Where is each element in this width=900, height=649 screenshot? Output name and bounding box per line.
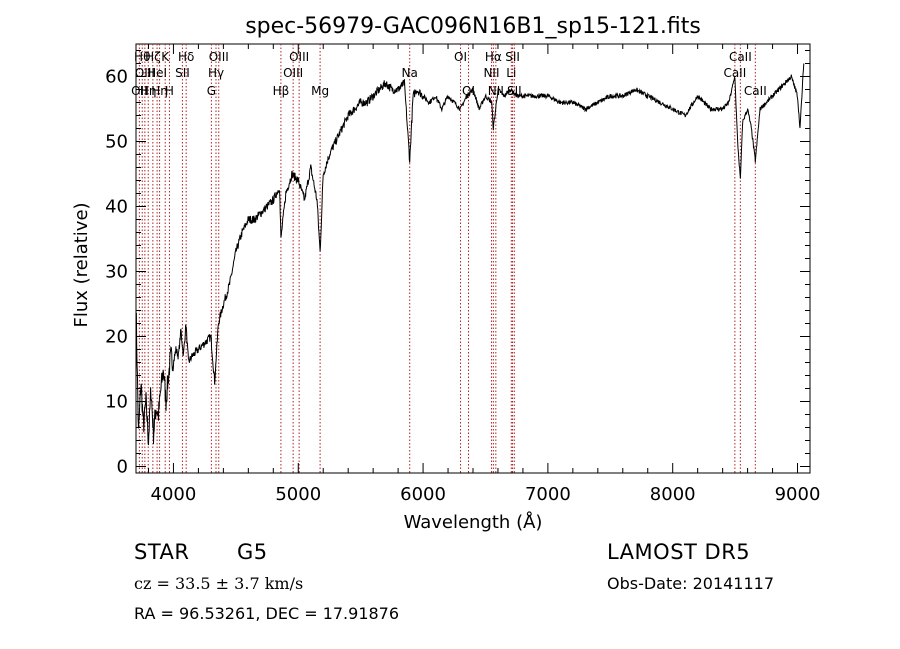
- spectral-line-label: Hγ: [208, 66, 224, 80]
- y-tick-label: 20: [105, 327, 128, 348]
- spectral-line-label: SII: [505, 50, 520, 64]
- spectral-line-label: Hβ: [273, 84, 290, 98]
- spectral-line-label: Na: [402, 66, 418, 80]
- spectral-line-label: K: [161, 50, 170, 64]
- x-tick-label: 4000: [151, 484, 197, 505]
- y-axis-ticks: 0 10 20 30 40 50 60: [105, 50, 810, 478]
- x-tick-label: 9000: [775, 484, 821, 505]
- spectral-line-label: Mg: [311, 84, 329, 98]
- spectrum-chart: spec-56979-GAC096N16B1_sp15-121.fits OII…: [71, 14, 821, 533]
- y-tick-label: 30: [105, 262, 128, 283]
- spectral-line-label: OII: [131, 84, 148, 98]
- object-subclass: G5: [237, 540, 268, 564]
- spectral-line-label: CaII: [729, 50, 752, 64]
- spectral-line-label: OI: [454, 50, 467, 64]
- y-tick-label: 40: [105, 197, 128, 218]
- x-tick-label: 5000: [275, 484, 321, 505]
- spectral-line-label: G: [207, 84, 216, 98]
- spectral-line-label: CaII: [723, 66, 746, 80]
- spectral-line-label: NII: [483, 66, 499, 80]
- y-tick-label: 60: [105, 67, 128, 88]
- redshift-cz: cz = 33.5 ± 3.7 km/s: [134, 574, 304, 593]
- x-axis-label: Wavelength (Å): [404, 511, 543, 533]
- observation-date: Obs-Date: 20141117: [607, 574, 775, 593]
- spectral-line-label: H: [165, 84, 174, 98]
- spectral-line-label: Li: [506, 66, 516, 80]
- coordinates: RA = 96.53261, DEC = 17.91876: [134, 604, 400, 623]
- x-tick-label: 7000: [525, 484, 571, 505]
- spectral-line-label: Hδ: [178, 50, 194, 64]
- spectral-line-label: Hη: [151, 84, 168, 98]
- spectral-line-label: HeI: [147, 66, 167, 80]
- y-tick-label: 50: [105, 132, 128, 153]
- object-class: STAR: [134, 540, 190, 564]
- y-tick-label: 10: [105, 392, 128, 413]
- spectral-line-label: Hζ: [145, 50, 161, 64]
- spectral-line-label: Hα: [485, 50, 502, 64]
- line-markers: [138, 44, 756, 473]
- spectral-line-label: NII: [488, 84, 504, 98]
- x-axis-ticks: 4000 5000 6000 7000 8000 9000: [147, 44, 821, 505]
- survey-name: LAMOST DR5: [607, 540, 751, 564]
- line-marker-labels: OIIHθOIIIHηHζHeIHηKHSIIHδGHγOIIIHβOIIIOI…: [131, 50, 767, 98]
- y-tick-label: 0: [117, 457, 128, 478]
- spectral-line-label: OIII: [209, 50, 229, 64]
- chart-title: spec-56979-GAC096N16B1_sp15-121.fits: [245, 14, 701, 39]
- x-tick-label: 8000: [650, 484, 696, 505]
- spectral-line-label: OI: [462, 84, 475, 98]
- spectral-line-label: Hθ: [134, 50, 150, 64]
- spectral-line-label: CaII: [744, 84, 767, 98]
- spectral-line-label: OIII: [283, 66, 303, 80]
- x-tick-label: 6000: [400, 484, 446, 505]
- spectral-line-label: SII: [175, 66, 190, 80]
- y-axis-label: Flux (relative): [71, 202, 92, 327]
- spectrum-line: [135, 63, 805, 446]
- spectral-line-label: Hη: [140, 84, 157, 98]
- spectral-line-label: OIII: [289, 50, 309, 64]
